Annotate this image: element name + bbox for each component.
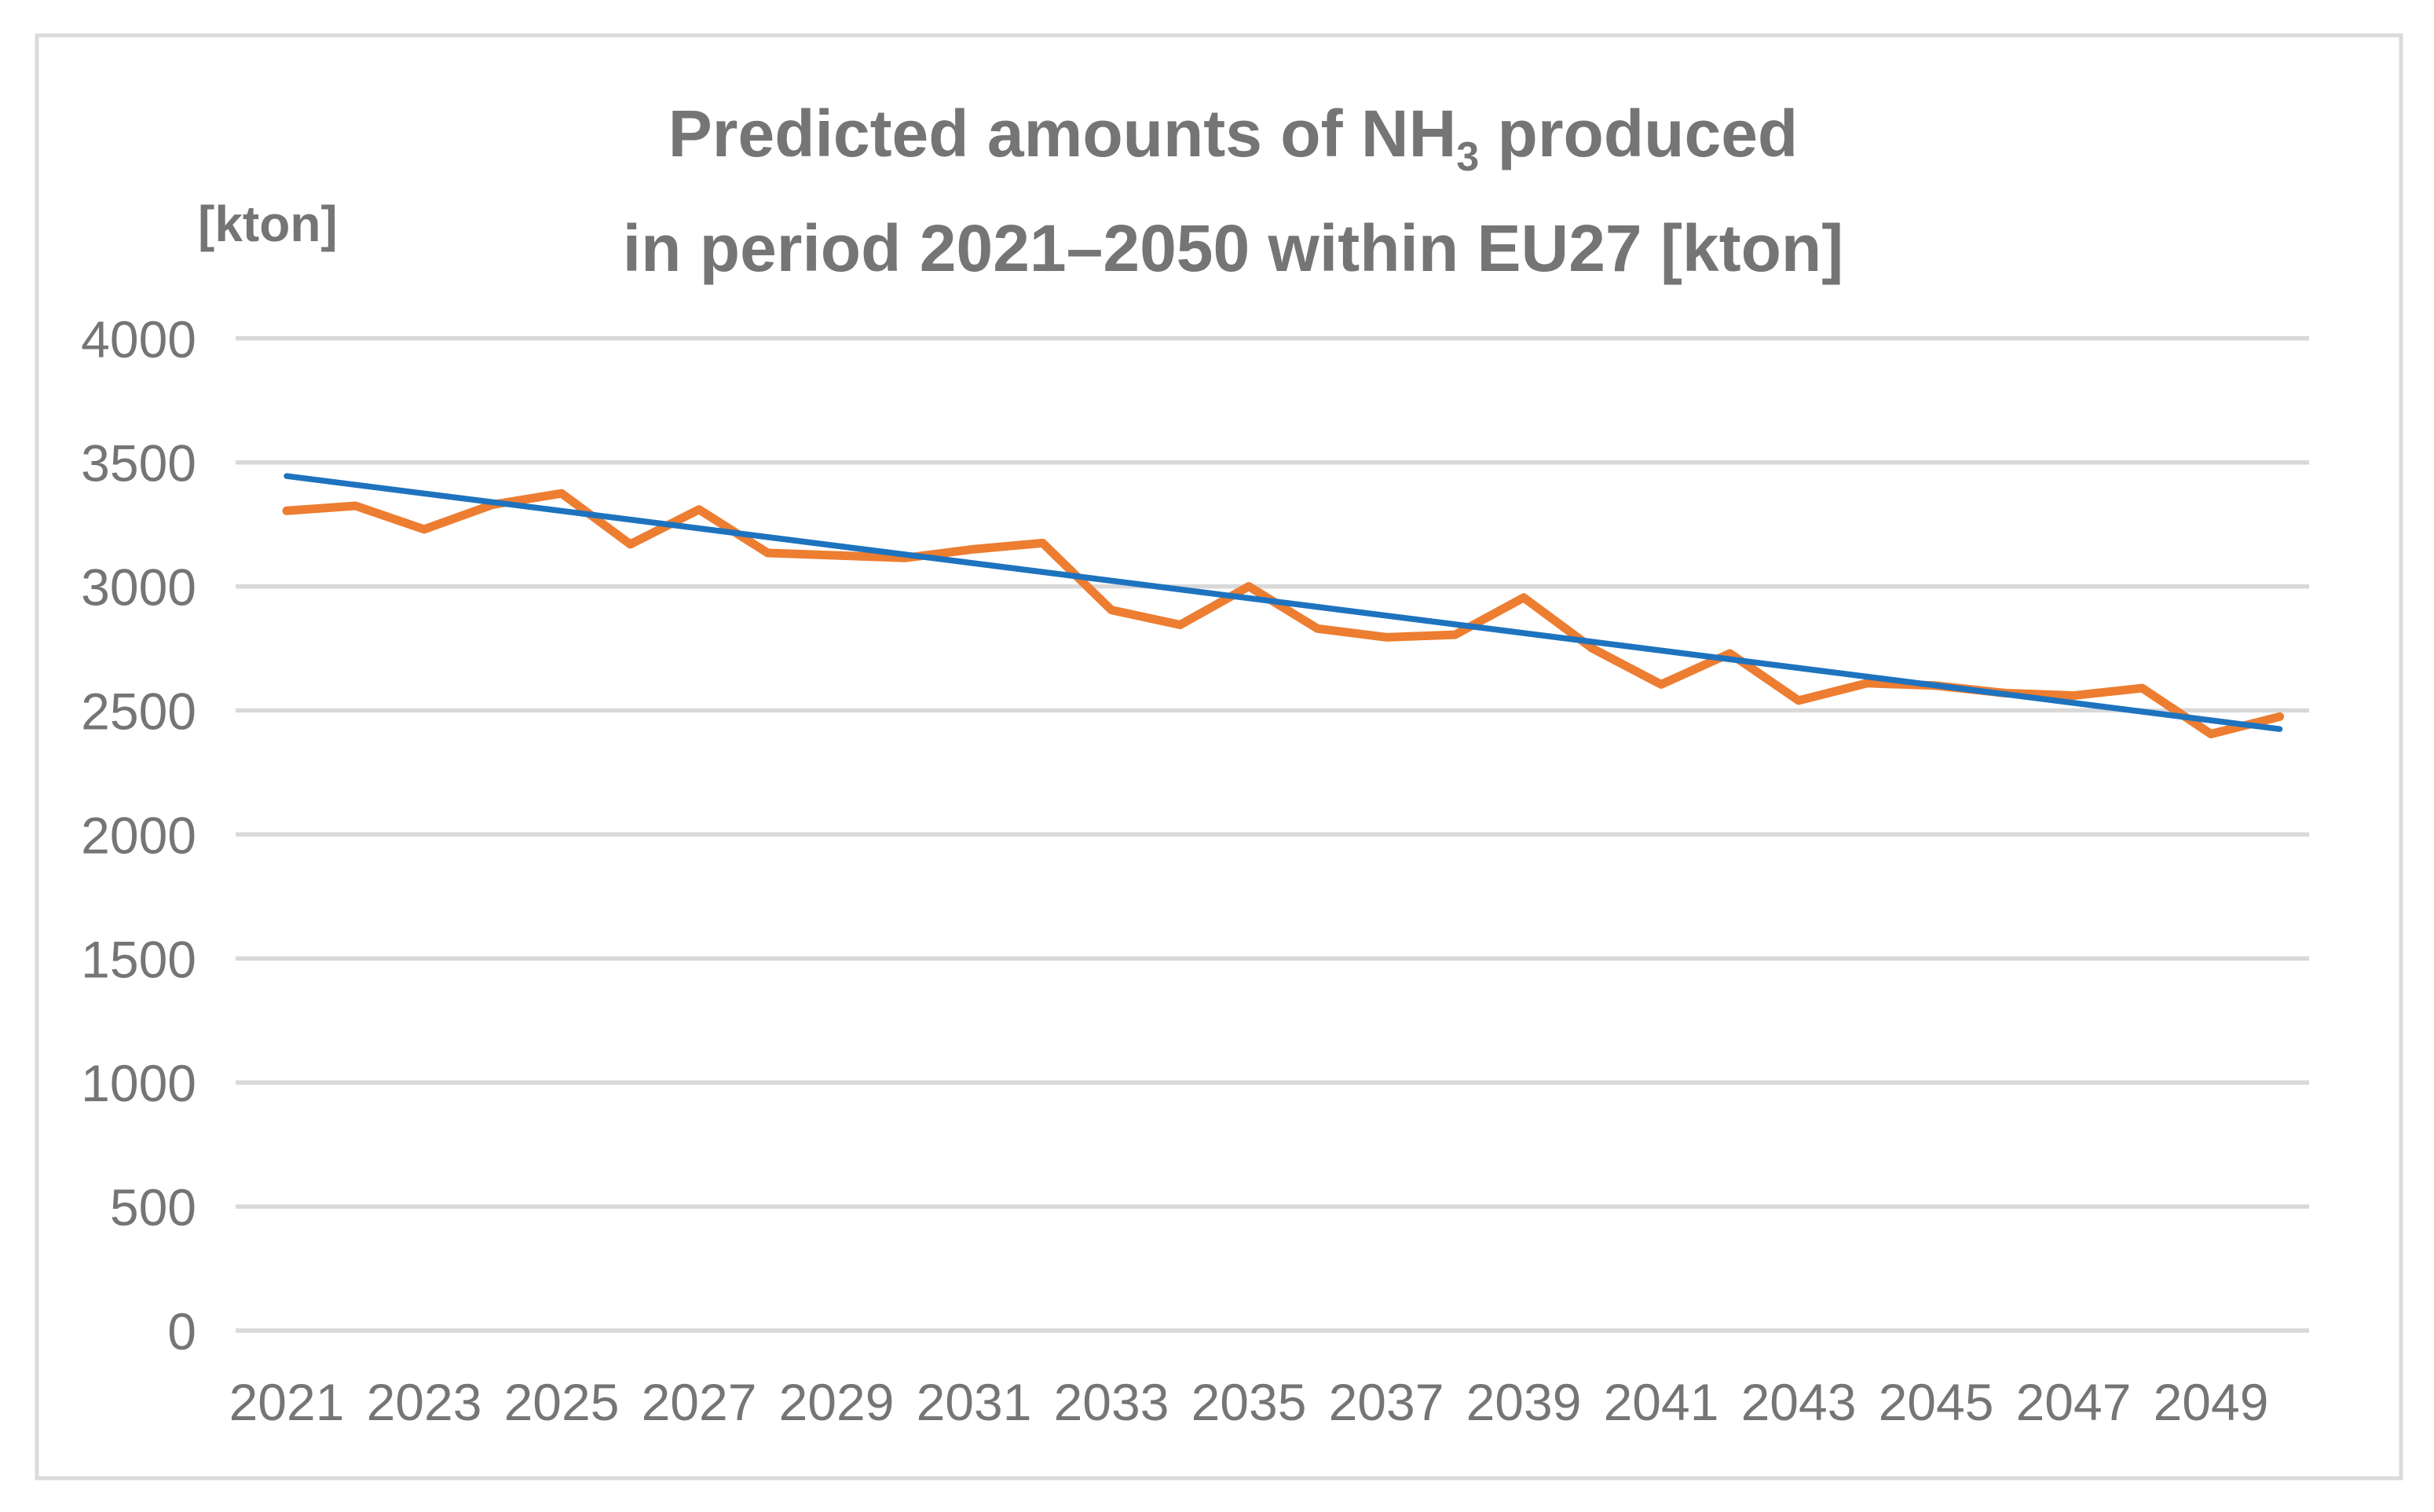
x-axis-tick-labels: 2021 2023 2025 2027 2029 2031 2033 2035 2037 2039… — [229, 1373, 2269, 1431]
x-tick-label: 2045 — [1879, 1373, 1994, 1431]
y-tick-label: 3000 — [81, 558, 196, 617]
y-tick-label: 2000 — [81, 806, 196, 864]
y-tick-label: 500 — [110, 1178, 196, 1236]
y-tick-label: 0 — [167, 1302, 196, 1360]
x-tick-label: 2021 — [229, 1373, 345, 1431]
data-series-line — [282, 489, 2284, 739]
x-tick-label: 2023 — [367, 1373, 482, 1431]
trend-line — [284, 473, 2283, 732]
y-tick-label: 1500 — [81, 930, 196, 988]
y-tick-label: 2500 — [81, 683, 196, 741]
y-tick-label: 4000 — [81, 310, 196, 368]
y-tick-label: 1000 — [81, 1054, 196, 1112]
chart-title: Predicted amounts of NH3 produced in per… — [448, 88, 2019, 294]
x-tick-label: 2037 — [1329, 1373, 1444, 1431]
x-tick-label: 2027 — [642, 1373, 757, 1431]
chart-border — [35, 33, 2403, 1481]
x-tick-label: 2029 — [779, 1373, 895, 1431]
series-group — [282, 473, 2284, 739]
chart-title-line2: in period 2021–2050 within EU27 [kton] — [622, 211, 1844, 285]
x-tick-label: 2041 — [1604, 1373, 1719, 1431]
x-tick-label: 2035 — [1191, 1373, 1307, 1431]
x-tick-label: 2031 — [917, 1373, 1032, 1431]
chart-title-line1: Predicted amounts of NH3 produced — [668, 97, 1799, 180]
x-tick-label: 2033 — [1054, 1373, 1169, 1431]
gridline-group — [236, 336, 2309, 1333]
x-tick-label: 2025 — [504, 1373, 620, 1431]
y-axis-tick-labels: 0 500 1000 1500 2000 2500 3000 3500 4000 — [81, 310, 196, 1360]
x-tick-label: 2049 — [2154, 1373, 2269, 1431]
y-axis-unit-label: [kton] — [198, 196, 338, 252]
y-tick-label: 3500 — [81, 434, 196, 492]
x-tick-label: 2043 — [1741, 1373, 1857, 1431]
x-tick-label: 2047 — [2016, 1373, 2132, 1431]
subscript-3: 3 — [1456, 134, 1480, 180]
x-tick-label: 2039 — [1466, 1373, 1582, 1431]
